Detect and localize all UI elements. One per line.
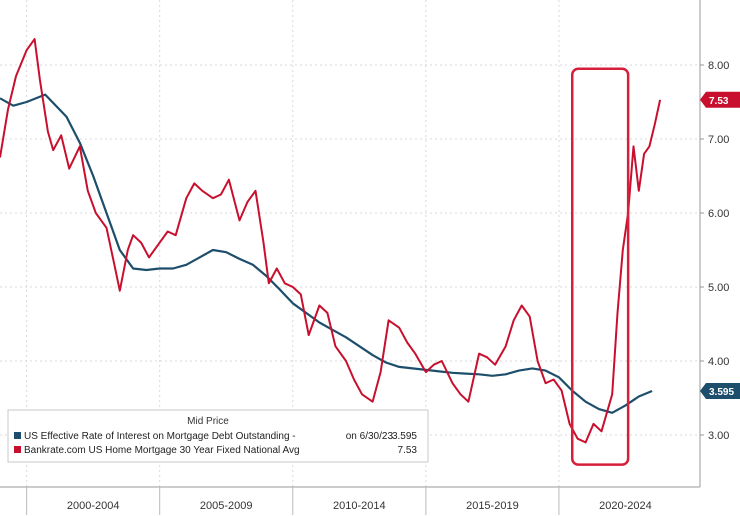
badge-label: 3.595 bbox=[709, 387, 734, 398]
badge-bankrate bbox=[700, 91, 740, 108]
y-axis: 3.00 4.00 5.00 6.00 7.00 8.00 bbox=[699, 0, 729, 487]
y-tick-label: 4.00 bbox=[708, 356, 729, 368]
y-tick-label: 6.00 bbox=[708, 208, 729, 220]
legend-swatch-bankrate bbox=[14, 446, 21, 453]
x-axis: 2000-2004 2005-2009 2010-2014 2015-2019 2020… bbox=[0, 486, 700, 515]
x-tick-label: 2020-2024 bbox=[599, 500, 652, 512]
x-tick-label: 2000-2004 bbox=[67, 500, 120, 512]
badge-effective-rate bbox=[700, 382, 740, 399]
highlight-rectangle bbox=[570, 67, 630, 466]
legend-label-bankrate: Bankrate.com US Home Mortgage 30 Year Fi… bbox=[24, 445, 300, 456]
series-line-effective-rate bbox=[0, 93, 653, 414]
last-value-badges: 7.53 3.595 bbox=[700, 91, 740, 399]
x-tick-label: 2015-2019 bbox=[466, 500, 519, 512]
legend: Mid Price US Effective Rate of Interest … bbox=[7, 409, 429, 463]
x-tick-label: 2010-2014 bbox=[333, 500, 386, 512]
x-tick-label: 2005-2009 bbox=[200, 500, 253, 512]
legend-date-effective-rate: on 6/30/23 bbox=[346, 431, 394, 442]
legend-swatch-effective-rate bbox=[14, 432, 21, 439]
y-tick-label: 5.00 bbox=[708, 282, 729, 294]
highlight-box bbox=[570, 67, 630, 466]
badge-label: 7.53 bbox=[709, 96, 729, 107]
legend-value-bankrate: 7.53 bbox=[398, 445, 418, 456]
legend-label-effective-rate: US Effective Rate of Interest on Mortgag… bbox=[24, 431, 296, 442]
y-tick-label: 7.00 bbox=[708, 134, 729, 146]
legend-box bbox=[7, 409, 429, 463]
y-tick-label: 3.00 bbox=[708, 430, 729, 442]
y-tick-label: 8.00 bbox=[708, 60, 729, 72]
legend-title: Mid Price bbox=[187, 416, 229, 427]
legend-value-effective-rate: 3.595 bbox=[392, 431, 417, 442]
